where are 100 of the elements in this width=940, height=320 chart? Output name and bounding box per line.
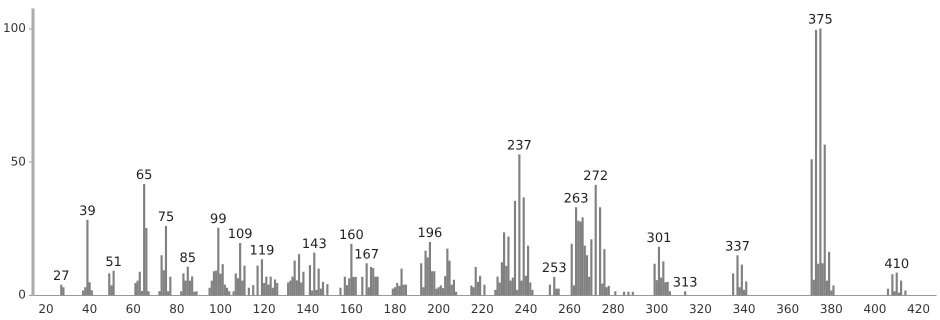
bar <box>62 287 65 296</box>
bar <box>891 274 894 296</box>
bar <box>470 286 472 296</box>
bar <box>582 217 584 296</box>
bar <box>900 280 902 296</box>
y-tick-label: 50 <box>10 154 26 168</box>
bar <box>574 207 578 296</box>
bar <box>376 276 379 296</box>
bar <box>239 242 242 296</box>
bar <box>579 222 582 296</box>
bar <box>627 292 630 296</box>
annotation: 313 <box>672 275 698 290</box>
bar <box>294 260 296 296</box>
bar <box>248 288 250 296</box>
bar <box>424 250 427 296</box>
x-tick-label: 420 <box>907 302 930 316</box>
bar <box>446 248 448 296</box>
bar <box>428 242 431 296</box>
bar <box>896 272 898 296</box>
bar <box>662 261 664 296</box>
bar <box>143 184 146 296</box>
bar <box>810 159 813 296</box>
x-tick-label: 340 <box>732 302 756 316</box>
x-tick-label: 100 <box>209 302 232 316</box>
bar <box>138 272 141 296</box>
x-tick-label: 160 <box>340 302 363 316</box>
bar <box>287 282 290 296</box>
bar <box>276 283 278 296</box>
bar <box>400 268 403 296</box>
x-tick-label: 120 <box>252 302 276 316</box>
x-tick-label: 200 <box>427 302 450 316</box>
x-tick-label: 380 <box>820 302 843 316</box>
x-tick-label: 20 <box>38 302 54 316</box>
bar <box>270 276 272 296</box>
bar <box>226 288 228 296</box>
bar <box>252 285 254 296</box>
bar <box>234 273 237 296</box>
bar <box>313 252 316 296</box>
x-tick-label: 280 <box>602 302 625 316</box>
annotation: 196 <box>418 226 442 242</box>
annotation: 39 <box>79 204 96 219</box>
bar <box>514 200 516 296</box>
bar <box>350 244 352 296</box>
bar <box>732 273 734 296</box>
bar <box>507 236 510 296</box>
bar <box>904 290 907 296</box>
bar <box>112 270 115 296</box>
bar <box>666 282 669 296</box>
x-tick-label: 80 <box>169 302 185 316</box>
bar <box>302 272 304 296</box>
bar <box>740 264 743 296</box>
bar <box>164 226 168 296</box>
annotation: 65 <box>136 168 152 184</box>
x-tick-label: 320 <box>688 302 712 316</box>
x-tick-label: 220 <box>470 302 494 316</box>
bar <box>308 265 312 296</box>
bar <box>392 288 394 296</box>
bar <box>326 284 328 296</box>
bar <box>819 28 822 296</box>
bar <box>160 255 163 296</box>
bar <box>553 276 556 296</box>
annotation: 99 <box>210 212 227 227</box>
bar <box>814 30 818 296</box>
annotation: 160 <box>338 228 364 243</box>
bar <box>420 263 422 296</box>
bar <box>298 254 300 296</box>
bar <box>603 249 606 296</box>
bar <box>243 266 246 296</box>
bar <box>186 266 189 296</box>
bar <box>832 285 835 296</box>
bar <box>108 273 110 296</box>
annotation: 263 <box>564 191 588 206</box>
bar <box>433 271 436 296</box>
bar <box>828 252 830 296</box>
bar <box>260 259 264 296</box>
bar <box>632 292 634 296</box>
bar <box>169 276 172 296</box>
x-tick-label: 60 <box>126 302 141 316</box>
bar <box>354 276 357 296</box>
bar <box>274 280 276 296</box>
bar <box>570 244 573 296</box>
annotation: 143 <box>302 236 327 252</box>
x-tick-label: 240 <box>514 302 538 316</box>
bar <box>366 263 368 296</box>
y-tick-label: 100 <box>3 20 26 35</box>
annotation: 109 <box>228 227 253 242</box>
bar <box>824 144 826 296</box>
bar <box>558 288 560 296</box>
annotation: 410 <box>884 256 910 272</box>
annotation: 85 <box>180 250 196 266</box>
bar <box>594 184 597 296</box>
annotation: 272 <box>583 169 608 184</box>
bar <box>608 286 610 296</box>
bar <box>745 281 748 296</box>
bar <box>265 276 268 296</box>
bar <box>474 266 477 296</box>
bar <box>370 266 372 296</box>
x-tick-label: 180 <box>384 302 406 316</box>
bar <box>654 264 656 296</box>
bar <box>322 282 324 296</box>
